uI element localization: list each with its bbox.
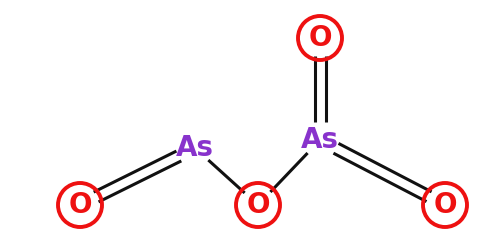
Text: As: As xyxy=(176,134,214,162)
Text: O: O xyxy=(246,191,270,219)
Text: O: O xyxy=(433,191,457,219)
Text: O: O xyxy=(68,191,92,219)
Text: O: O xyxy=(308,24,332,52)
Text: As: As xyxy=(301,126,339,154)
